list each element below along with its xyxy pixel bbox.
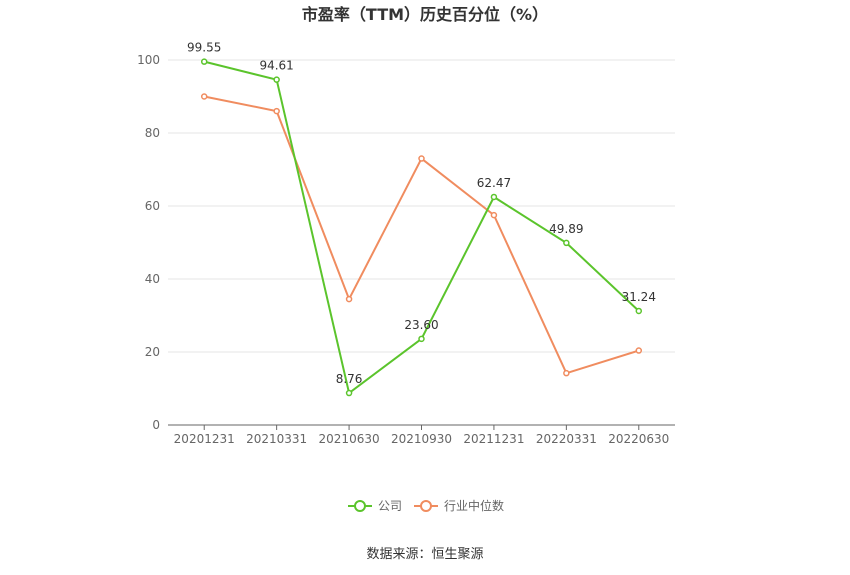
data-point[interactable] [273, 76, 280, 83]
data-label: 62.47 [477, 176, 511, 190]
data-label: 31.24 [622, 290, 656, 304]
y-tick-label: 40 [145, 272, 160, 286]
y-axis: 0 20 40 60 80 100 [137, 53, 160, 432]
data-label: 23.60 [404, 318, 438, 332]
series-group: 99.55 94.61 8.76 23.60 62.47 49.89 31.24 [187, 41, 656, 397]
x-tick-label: 20210630 [319, 432, 380, 446]
data-point[interactable] [200, 58, 208, 65]
legend-label: 行业中位数 [444, 498, 504, 513]
data-label: 99.55 [187, 41, 221, 55]
x-tick-label: 20211231 [463, 432, 524, 446]
x-tick-label: 20210930 [391, 432, 452, 446]
y-tick-label: 80 [145, 126, 160, 140]
legend-item-0[interactable]: 公司 [348, 499, 402, 513]
x-tick-label: 20210331 [246, 432, 307, 446]
data-point[interactable] [273, 107, 280, 115]
data-point[interactable] [345, 389, 353, 397]
y-tick-label: 20 [145, 345, 160, 359]
data-point[interactable] [635, 347, 643, 354]
data-point[interactable] [635, 307, 643, 315]
x-tick-label: 20201231 [174, 432, 235, 446]
data-point[interactable] [490, 211, 498, 219]
data-label: 94.61 [259, 59, 293, 73]
data-point[interactable] [563, 369, 570, 377]
legend-circle-icon [354, 500, 366, 512]
y-tick-label: 0 [152, 418, 160, 432]
legend-circle-icon [420, 500, 432, 512]
legend-item-1[interactable]: 行业中位数 [414, 498, 504, 513]
data-point[interactable] [490, 193, 498, 201]
grid [168, 59, 675, 353]
y-tick-label: 60 [145, 199, 160, 213]
legend[interactable]: 公司 行业中位数 [348, 498, 504, 513]
x-axis: 20201231 20210331 20210630 20210930 20211231… [168, 424, 675, 446]
data-point[interactable] [200, 93, 208, 100]
y-tick-label: 100 [137, 53, 160, 67]
data-label: 49.89 [549, 222, 583, 236]
data-point[interactable] [418, 335, 425, 343]
legend-label: 公司 [378, 499, 402, 513]
data-point[interactable] [345, 295, 353, 303]
source-note: 数据来源：恒生聚源 [366, 547, 483, 562]
data-point[interactable] [563, 239, 570, 247]
data-point[interactable] [418, 155, 425, 162]
data-label: 8.76 [336, 372, 363, 386]
chart-title: 市盈率（TTM）历史百分位（%） [302, 5, 548, 24]
x-tick-label: 20220630 [608, 432, 669, 446]
x-tick-label: 20220331 [536, 432, 597, 446]
